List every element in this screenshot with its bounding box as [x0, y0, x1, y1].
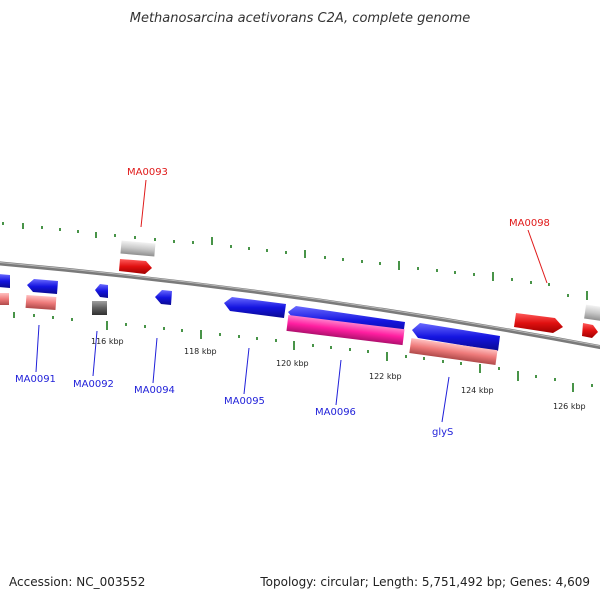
gene-block-glyS-salmon[interactable]	[409, 338, 498, 366]
upper-tick-arc	[2, 222, 588, 300]
gene-label-MA0094[interactable]: MA0094	[134, 385, 175, 396]
gene-block-left-edge-salmon[interactable]	[0, 293, 9, 305]
gene-label-MA0098[interactable]: MA0098	[509, 218, 550, 229]
gene-arrow-MA0093[interactable]	[119, 259, 152, 274]
topology-summary: Topology: circular; Length: 5,751,492 bp…	[259, 575, 590, 589]
gene-label-MA0096[interactable]: MA0096	[315, 407, 356, 418]
gene-label-glyS[interactable]: glyS	[432, 427, 453, 438]
forward-strand-features	[119, 240, 600, 338]
scale-label-122: 122 kbp	[369, 372, 402, 381]
scale-label-126: 126 kbp	[553, 402, 586, 411]
gene-block-MA0091-salmon[interactable]	[25, 294, 57, 311]
gene-arrow-left-edge[interactable]	[0, 274, 10, 288]
gene-label-MA0092[interactable]: MA0092	[73, 379, 114, 390]
gene-arrow-glyS[interactable]	[412, 323, 500, 351]
scale-label-118: 118 kbp	[184, 347, 217, 356]
scale-label-124: 124 kbp	[461, 386, 494, 395]
gene-block-MA0096-rna[interactable]	[286, 314, 405, 346]
gene-block-MA0093-grey[interactable]	[120, 240, 156, 257]
gene-arrow-MA0092[interactable]	[95, 284, 108, 298]
reverse-strand-features	[0, 274, 500, 366]
gene-arrow-MA0094[interactable]	[155, 290, 172, 305]
accession-text: Accession: NC_003552	[9, 575, 145, 589]
genome-backbone	[0, 261, 600, 350]
gene-arrow-MA0091[interactable]	[27, 279, 58, 294]
leader-lines	[35, 179, 548, 423]
scale-label-116: 116 kbp	[91, 337, 124, 346]
gene-labels: MA0093 MA0098 MA0091 MA0092 MA0094 MA009…	[15, 167, 550, 438]
gene-label-MA0093[interactable]: MA0093	[127, 167, 168, 178]
gene-arrow-red-right[interactable]	[582, 323, 598, 338]
gene-label-MA0091[interactable]: MA0091	[15, 374, 56, 385]
map-title: Methanosarcina acetivorans C2A, complete…	[130, 11, 471, 26]
gene-block-grey-right[interactable]	[584, 304, 600, 322]
scale-labels: 116 kbp 118 kbp 120 kbp 122 kbp 124 kbp …	[91, 337, 586, 411]
scale-label-120: 120 kbp	[276, 359, 309, 368]
gene-label-MA0095[interactable]: MA0095	[224, 396, 265, 407]
gene-arrow-MA0095[interactable]	[224, 297, 286, 318]
gene-arrow-MA0098[interactable]	[514, 313, 563, 333]
lower-tick-arc	[13, 312, 593, 392]
gene-block-MA0092-dark[interactable]	[92, 301, 107, 315]
